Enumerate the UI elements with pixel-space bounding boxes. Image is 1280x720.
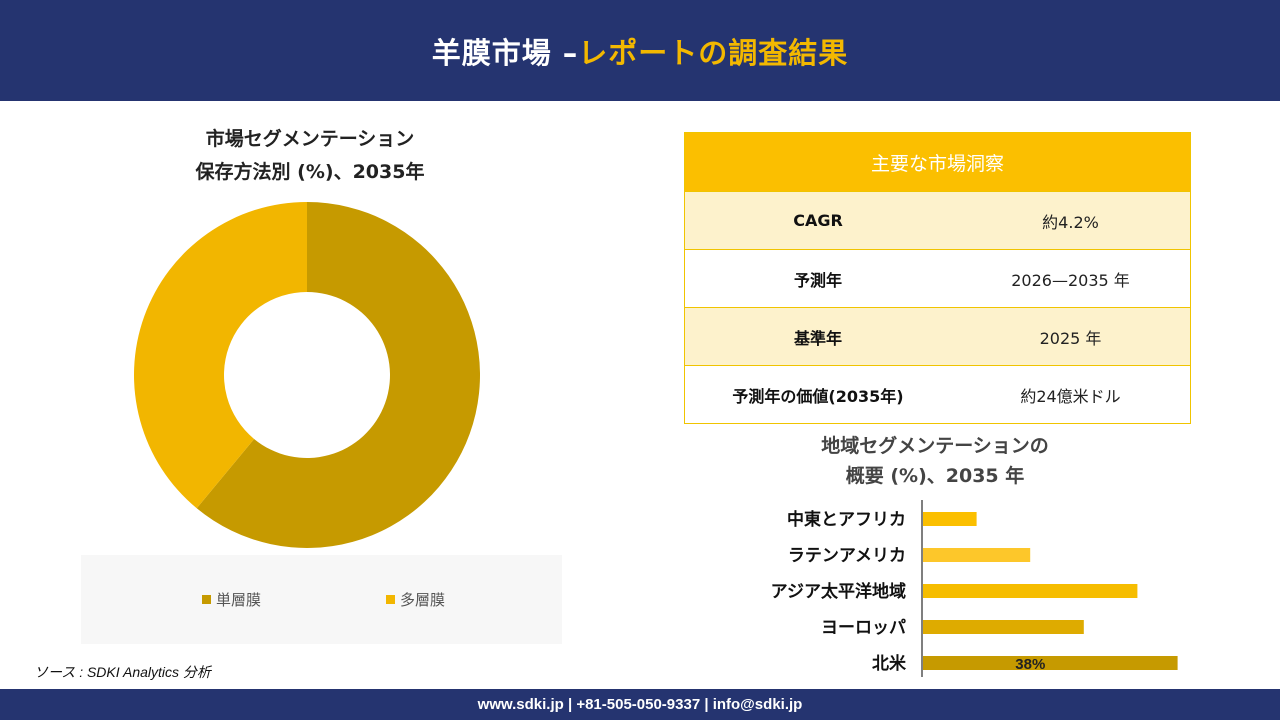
legend-item-multi-layer: 多層膜 — [386, 589, 445, 610]
header-banner: 羊膜市場 –レポートの調査結果 — [0, 0, 1280, 101]
bar-category-label: 北米 — [872, 653, 907, 674]
legend-swatch-single-layer — [202, 595, 211, 604]
insight-row-base-year: 基準年 2025 年 — [685, 307, 1190, 365]
bar-category-label: ラテンアメリカ — [788, 546, 906, 566]
insight-label: 基準年 — [793, 328, 842, 348]
bar — [923, 620, 1084, 634]
legend-item-single-layer: 単層膜 — [202, 589, 261, 610]
bar-data-label: 38% — [1015, 656, 1045, 673]
bar-category-label: ヨーロッパ — [821, 618, 906, 638]
legend-label-multi-layer: 多層膜 — [400, 591, 446, 609]
key-insights-heading: 主要な市場洞察 — [685, 133, 1190, 191]
insight-value: 2025 年 — [1039, 328, 1102, 348]
bar-category-label: 中東とアフリカ — [787, 509, 906, 530]
bar-title-line2: 概要 (%)、2035 年 — [845, 465, 1025, 487]
footer-contact: www.sdki.jp | +81-505-050-9337 | info@sd… — [0, 689, 1280, 720]
bar-title-line1: 地域セグメンテーションの — [821, 435, 1049, 457]
donut-slice-0 — [196, 202, 480, 548]
bar — [923, 584, 1138, 598]
insight-row-cagr: CAGR 約4.2% — [685, 191, 1190, 249]
insight-label: 予測年 — [793, 270, 842, 290]
insight-label: CAGR — [793, 211, 843, 230]
bar — [923, 548, 1031, 562]
bar — [923, 656, 1178, 670]
insight-row-forecast-years: 予測年 2026—2035 年 — [685, 249, 1190, 307]
insight-value: 約24億米ドル — [1020, 386, 1121, 406]
donut-legend: 単層膜 多層膜 — [81, 555, 562, 644]
source-note: ソース : SDKI Analytics 分析 — [34, 664, 211, 680]
bar-category-label: アジア太平洋地域 — [771, 581, 906, 602]
legend-label-single-layer: 単層膜 — [216, 591, 262, 609]
donut-chart — [134, 202, 480, 548]
insight-value: 2026—2035 年 — [1011, 270, 1130, 290]
bar-chart-title: 地域セグメンテーションの 概要 (%)、2035 年 — [745, 431, 1125, 491]
bar — [923, 512, 977, 526]
page-title: 羊膜市場 –レポートの調査結果 — [432, 30, 849, 72]
donut-slice-1 — [134, 202, 307, 509]
donut-title-line2: 保存方法別 (%)、2035年 — [195, 161, 425, 183]
insight-row-forecast-value: 予測年の価値(2035年) 約24億米ドル — [685, 365, 1190, 423]
page-title-main: 羊膜市場 – — [431, 35, 579, 70]
key-insights-table: 主要な市場洞察 CAGR 約4.2% 予測年 2026—2035 年 基準年 2… — [684, 132, 1191, 424]
insight-value: 約4.2% — [1042, 212, 1099, 232]
legend-swatch-multi-layer — [386, 595, 395, 604]
donut-chart-title: 市場セグメンテーション 保存方法別 (%)、2035年 — [120, 123, 500, 189]
insight-label: 予測年の価値(2035年) — [732, 386, 904, 406]
donut-title-line1: 市場セグメンテーション — [205, 128, 415, 150]
page-title-highlight: レポートの調査結果 — [578, 35, 849, 70]
